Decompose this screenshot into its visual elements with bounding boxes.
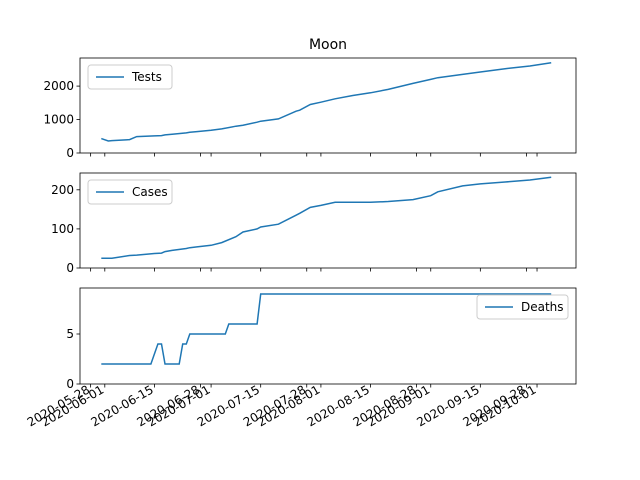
y-tick-label: 2000 (43, 79, 74, 93)
y-tick-label: 0 (66, 261, 74, 275)
y-tick-label: 1000 (43, 113, 74, 127)
y-tick-label: 100 (51, 222, 74, 236)
y-tick-label: 5 (66, 327, 74, 341)
legend-box (87, 64, 173, 90)
y-tick-label: 0 (66, 377, 74, 391)
data-line (101, 61, 552, 142)
legend-label: Deaths (521, 300, 564, 314)
y-tick-label: 200 (51, 183, 74, 197)
legend-box (87, 179, 173, 205)
legend-label: Cases (132, 185, 168, 199)
chart-title: Moon (309, 37, 347, 53)
legend-box (476, 294, 569, 320)
axes-frame (79, 172, 577, 269)
axes-frame (79, 287, 577, 385)
data-line (101, 293, 552, 365)
data-line (101, 176, 552, 259)
axes-frame (79, 57, 577, 154)
y-tick-label: 0 (66, 146, 74, 160)
legend-label: Tests (131, 70, 162, 84)
